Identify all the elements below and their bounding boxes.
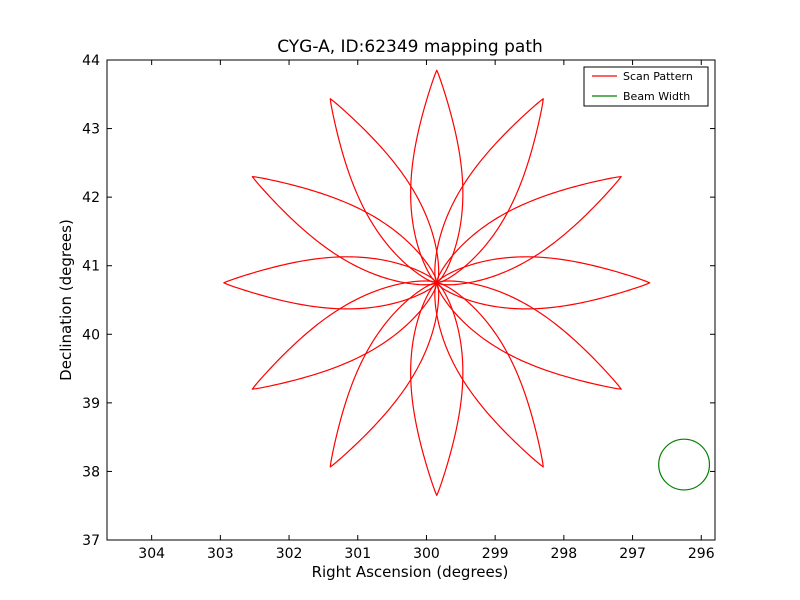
x-tick-label: 297 [619, 546, 646, 562]
scan-pattern-petal [329, 98, 440, 284]
legend-label-beam-width: Beam Width [623, 90, 690, 103]
scan-pattern-petal [434, 282, 544, 468]
scan-pattern-petal [251, 280, 438, 390]
scan-pattern-petal [436, 256, 651, 310]
y-tick-label: 37 [82, 533, 100, 549]
axes: 304 303 302 301 300 299 298 297 296 37 38 39 40 41 42 4… [82, 53, 716, 562]
scan-pattern-petal [223, 256, 438, 310]
legend-box [583, 66, 709, 107]
plot-frame [106, 59, 716, 541]
plot-area [223, 69, 711, 497]
scan-pattern-petal [410, 282, 464, 497]
y-tick-label: 44 [82, 53, 100, 69]
y-axis-label: Declination (degrees) [57, 219, 75, 381]
y-tick-label: 39 [82, 396, 100, 412]
y-tick-label: 41 [82, 259, 100, 275]
chart-title: CYG-A, ID:62349 mapping path [277, 37, 543, 57]
x-tick-label: 301 [344, 546, 371, 562]
scan-pattern-petal [436, 175, 622, 286]
scan-pattern-petal [436, 280, 622, 390]
legend: Scan Pattern Beam Width [583, 66, 709, 107]
beam-width-circle [658, 438, 711, 491]
x-axis-label: Right Ascension (degrees) [312, 563, 509, 581]
x-tick-label: 302 [276, 546, 303, 562]
y-tick-label: 38 [82, 464, 100, 480]
x-tick-label: 300 [413, 546, 440, 562]
legend-label-scan-pattern: Scan Pattern [623, 70, 693, 83]
x-tick-label: 298 [550, 546, 577, 562]
y-tick-label: 42 [82, 190, 100, 206]
y-tick-label: 43 [82, 122, 100, 138]
scan-pattern-petal [410, 69, 464, 284]
x-tick-label: 304 [138, 546, 165, 562]
x-tick-label: 303 [207, 546, 234, 562]
x-tick-label: 296 [688, 546, 715, 562]
scan-pattern-petal [329, 282, 440, 468]
scan-pattern-petal [434, 98, 544, 284]
y-tick-label: 40 [82, 327, 100, 343]
x-tick-label: 299 [482, 546, 509, 562]
scan-pattern-petal [251, 175, 438, 286]
